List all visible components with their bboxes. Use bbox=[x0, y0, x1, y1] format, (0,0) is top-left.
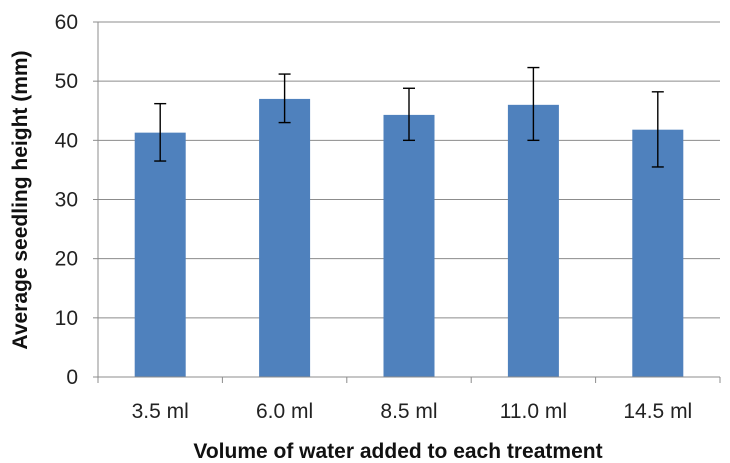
y-tick-label: 0 bbox=[66, 366, 78, 389]
y-tick-labels: 0 10 20 30 40 50 60 bbox=[55, 11, 78, 389]
x-axis-title: Volume of water added to each treatment bbox=[193, 440, 602, 463]
y-tick-label: 30 bbox=[55, 189, 78, 212]
y-tick-label: 10 bbox=[55, 307, 78, 330]
x-tick-label: 8.5 ml bbox=[380, 400, 437, 423]
x-tick-label: 14.5 ml bbox=[623, 400, 692, 423]
bar bbox=[135, 133, 186, 377]
x-tick-label: 11.0 ml bbox=[500, 400, 567, 423]
bar bbox=[259, 99, 310, 377]
y-tick-label: 60 bbox=[55, 11, 78, 34]
y-tick-label: 40 bbox=[55, 129, 78, 152]
x-tick-label: 6.0 ml bbox=[256, 400, 313, 423]
y-axis-title: Average seedling height (mm) bbox=[9, 50, 32, 349]
bar bbox=[383, 115, 434, 377]
bar bbox=[508, 105, 559, 377]
x-tick-label: 3.5 ml bbox=[132, 400, 189, 423]
y-tick-label: 20 bbox=[55, 248, 78, 271]
x-tick-labels: 3.5 ml 6.0 ml 8.5 ml 11.0 ml 14.5 ml bbox=[132, 400, 693, 423]
y-tick-label: 50 bbox=[55, 70, 78, 93]
